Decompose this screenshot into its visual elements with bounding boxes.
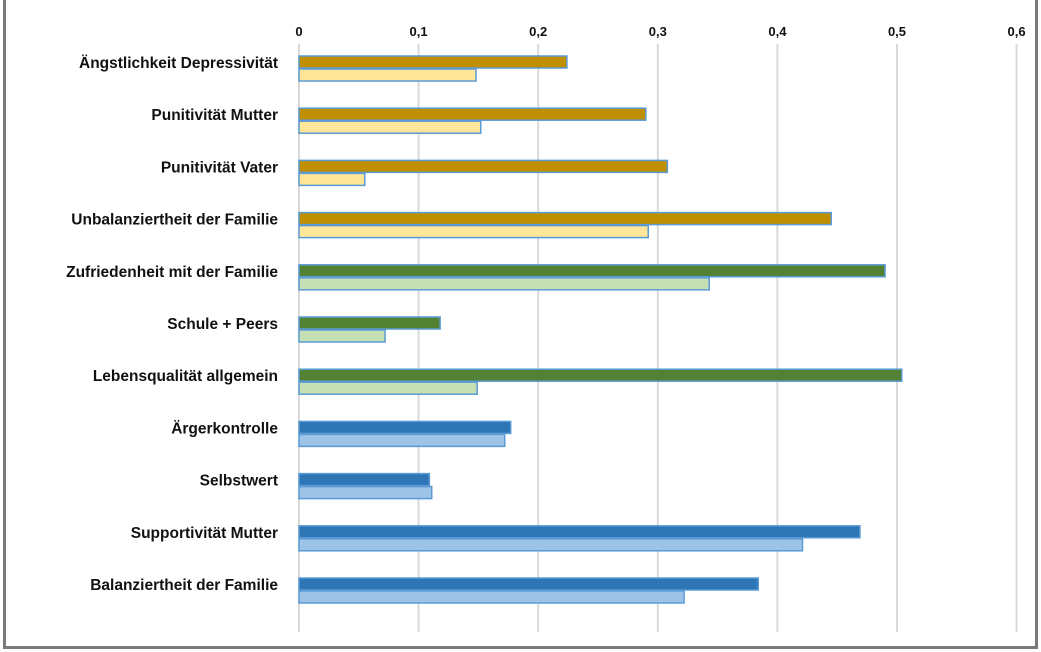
category-label: Lebensqualität allgemein [93, 368, 278, 385]
x-tick-label: 0 [295, 24, 302, 39]
bar-secondary [298, 381, 478, 395]
category-labels: Ängstlichkeit Depressivität Punitivität M… [66, 55, 278, 594]
x-axis-tick-labels: 0 0,1 0,2 0,3 0,4 0,5 0,6 [295, 24, 1025, 39]
bar-primary [298, 264, 886, 278]
x-tick-label: 0,2 [529, 24, 547, 39]
category-label: Balanziertheit der Familie [90, 577, 278, 594]
bar-secondary [298, 224, 649, 239]
bar-secondary [298, 68, 477, 82]
x-tick-label: 0,3 [649, 24, 667, 39]
bar-primary [298, 577, 760, 591]
category-label: Unbalanziertheit der Familie [71, 212, 278, 229]
bar-primary [298, 107, 647, 121]
bar-primary [298, 368, 903, 382]
bar-primary [298, 472, 431, 487]
bar-secondary [298, 277, 710, 291]
category-label: Zufriedenheit mit der Familie [66, 264, 278, 281]
category-label: Punitivität Vater [161, 159, 278, 176]
bar-secondary [298, 433, 506, 448]
bar-secondary [298, 120, 482, 134]
bar-primary [298, 55, 568, 69]
x-tick-label: 0,4 [768, 24, 787, 39]
category-label: Punitivität Mutter [151, 107, 278, 124]
category-label: Ärgerkontrolle [171, 420, 278, 437]
bar-secondary [298, 485, 433, 500]
bar-primary [298, 211, 832, 226]
x-tick-label: 0,1 [410, 24, 428, 39]
bar-secondary [298, 590, 685, 604]
bar-primary [298, 316, 441, 330]
bar-secondary [298, 329, 386, 343]
x-tick-label: 0,6 [1008, 24, 1026, 39]
category-label: Schule + Peers [167, 316, 278, 333]
bar-primary [298, 525, 861, 539]
bar-secondary [298, 538, 804, 552]
category-label: Selbstwert [200, 473, 278, 490]
bar-primary [298, 159, 669, 174]
bars [298, 55, 903, 604]
category-label: Supportivität Mutter [131, 525, 278, 542]
bar-secondary [298, 172, 366, 187]
category-label: Ängstlichkeit Depressivität [79, 55, 278, 72]
bar-primary [298, 420, 512, 435]
x-tick-label: 0,5 [888, 24, 906, 39]
